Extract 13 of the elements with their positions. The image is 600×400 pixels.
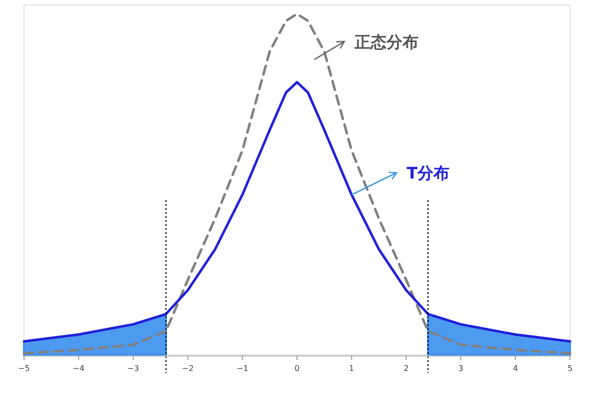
x-tick-label: −4 bbox=[72, 364, 84, 373]
x-tick-label: 5 bbox=[567, 364, 573, 373]
series-label: 正态分布 bbox=[353, 32, 418, 52]
x-tick-label: 1 bbox=[349, 364, 354, 373]
x-tick-label: 4 bbox=[512, 364, 518, 373]
x-tick-label: 0 bbox=[294, 364, 300, 373]
text: T分布 bbox=[406, 164, 450, 183]
x-tick-label: −1 bbox=[236, 364, 248, 373]
x-tick-label: −5 bbox=[18, 364, 30, 373]
x-tick-label: −2 bbox=[182, 364, 194, 373]
x-tick-label: 2 bbox=[404, 364, 409, 373]
x-tick-label: −3 bbox=[127, 364, 140, 373]
x-tick-label: 3 bbox=[458, 364, 464, 373]
